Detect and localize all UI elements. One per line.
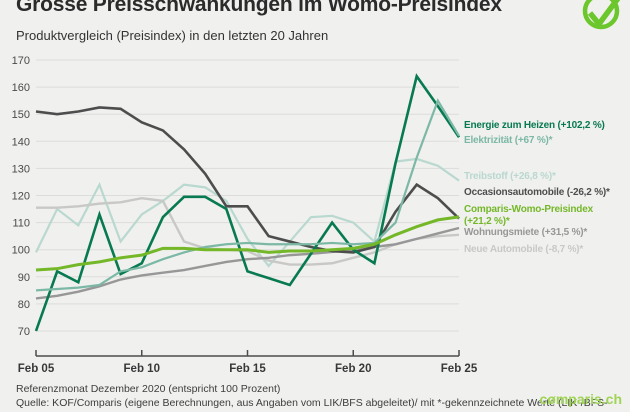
gridlines: [36, 59, 459, 332]
reference-note: Referenzmonat Dezember 2020 (entspricht …: [16, 383, 281, 395]
page-title: Grosse Preisschwankungen im Womo-Preisin…: [16, 0, 502, 16]
legend-elektrizitaet: Elektrizität (+67 %)*: [464, 135, 553, 146]
source-note: Quelle: KOF/Comparis (eigene Berechnunge…: [16, 397, 608, 409]
legend-treibstoff: Treibstoff (+26,8 %)*: [464, 171, 556, 182]
series-line-energie_zum_heizen: [34, 73, 461, 332]
logo-text-suffix: mparis.ch: [555, 391, 622, 407]
logo-text-prefix: c: [539, 391, 548, 407]
x-tick-label: Feb 25: [441, 363, 478, 375]
x-tick-label: Feb 05: [18, 363, 55, 375]
y-tick-label: 130: [12, 163, 30, 175]
legend-occasionsautomobile: Occasionsautomobile (-26,2 %)*: [464, 187, 610, 198]
x-tick-label: Feb 20: [335, 363, 371, 375]
x-tick-label: Feb 15: [229, 363, 266, 375]
logo-o-glyph: ø: [547, 391, 556, 407]
legend-neue_automobile: Neue Automobile (-8,7 %)*: [464, 244, 584, 255]
y-tick-label: 160: [12, 82, 30, 94]
legend-energie_zum_heizen: Energie zum Heizen (+102,2 %): [464, 120, 605, 131]
y-tick-label: 140: [12, 136, 30, 148]
page-subtitle: Produktvergleich (Preisindex) in den let…: [16, 28, 329, 43]
series-line-occasionsautomobile: [35, 106, 460, 254]
y-axis-labels: 70 80 90 100 110 120 130 140 150 160 170: [12, 55, 30, 338]
series-line-comparis_womo_preisindex: [35, 215, 460, 272]
y-tick-label: 70: [18, 326, 30, 338]
y-tick-label: 100: [12, 245, 30, 257]
y-tick-label: 90: [18, 272, 30, 284]
x-tick-label: Feb 10: [124, 363, 160, 375]
legend-comparis_womo_preisindex: Comparis-Womo-Preisindex (+21,2 %)*: [464, 204, 593, 227]
comparis-logo: cømparis.ch: [540, 391, 623, 407]
y-tick-label: 80: [18, 299, 30, 311]
series-line-wohnungsmiete: [35, 226, 460, 300]
series-line-elektrizitaet: [35, 98, 460, 292]
y-tick-label: 150: [12, 109, 30, 121]
y-tick-label: 170: [12, 55, 30, 67]
y-tick-label: 120: [12, 191, 30, 203]
legend-wohnungsmiete: Wohnungsmiete (+31,5 %)*: [464, 227, 588, 238]
y-tick-label: 110: [12, 218, 30, 230]
checkmark-icon: [582, 0, 621, 30]
x-axis: Feb 05 Feb 10 Feb 15 Feb 20 Feb 25: [18, 350, 478, 375]
